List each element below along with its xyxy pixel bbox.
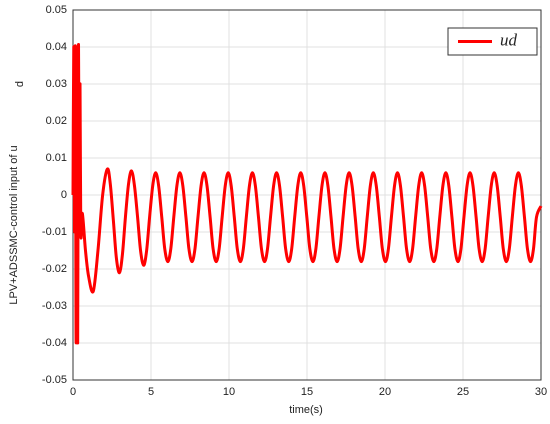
x-tick-label: 25 — [457, 386, 469, 398]
y-tick-label: 0.04 — [46, 41, 67, 53]
y-tick-label: -0.01 — [42, 226, 67, 238]
y-tick-label: 0.02 — [46, 115, 67, 127]
y-axis-label-subscript: d — [14, 81, 26, 87]
data-line — [71, 43, 543, 345]
y-tick-label: -0.04 — [42, 337, 67, 349]
y-axis-label: LPV+ADSSMC-control input of u — [8, 145, 20, 304]
y-tick-label: -0.03 — [42, 300, 67, 312]
y-tick-label: 0.05 — [46, 4, 67, 16]
y-tick-label: 0.03 — [46, 78, 67, 90]
x-tick-label: 15 — [301, 386, 313, 398]
y-tick-label: -0.05 — [42, 374, 67, 386]
y-tick-label: -0.02 — [42, 263, 67, 275]
y-tick-label: 0.01 — [46, 152, 67, 164]
x-tick-label: 0 — [70, 386, 76, 398]
x-tick-label: 30 — [535, 386, 547, 398]
x-tick-label: 10 — [223, 386, 235, 398]
x-tick-label: 20 — [379, 386, 391, 398]
x-axis-label: time(s) — [289, 404, 323, 416]
legend-label: ud — [500, 30, 518, 49]
x-tick-label: 5 — [148, 386, 154, 398]
y-tick-label: 0 — [61, 189, 67, 201]
